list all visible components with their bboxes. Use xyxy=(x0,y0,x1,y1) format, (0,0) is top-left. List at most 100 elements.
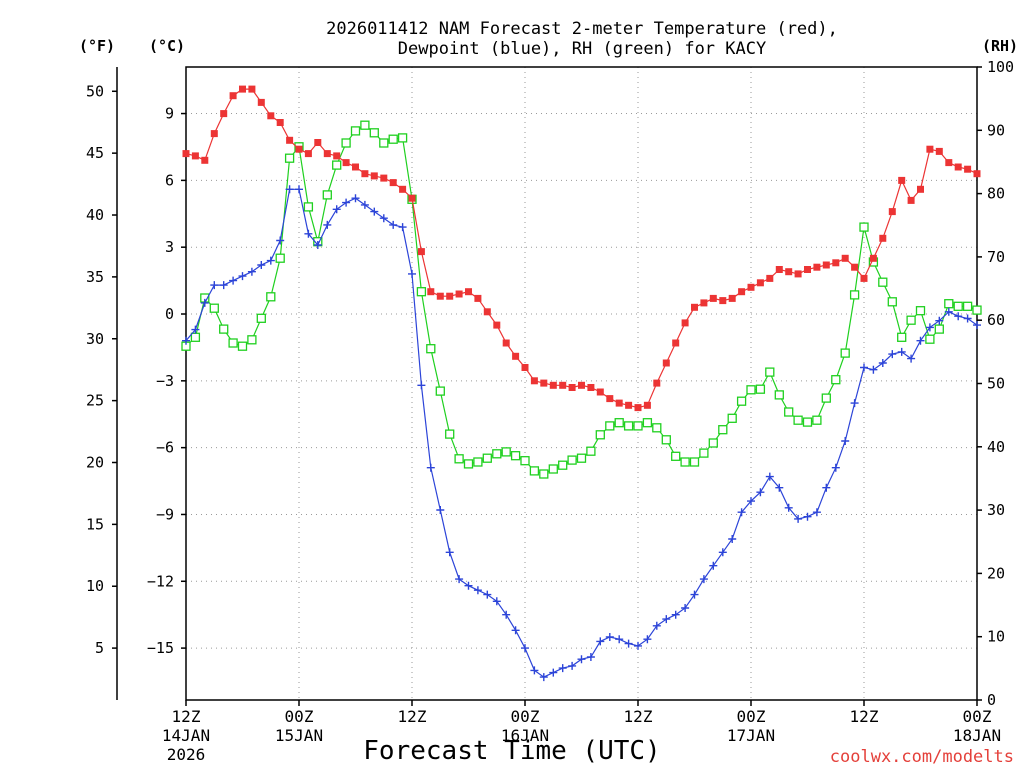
temp-c-tick-label: −6 xyxy=(156,439,174,457)
temperature-point xyxy=(323,150,331,158)
date-tick-label: 15JAN xyxy=(275,726,323,745)
dewpoint-point xyxy=(247,267,256,276)
rh-point xyxy=(341,138,351,148)
rh-point xyxy=(332,160,342,170)
rh-point xyxy=(397,133,408,143)
rh-point xyxy=(558,460,568,470)
temperature-point xyxy=(399,185,407,193)
temperature-point xyxy=(851,263,859,271)
temperature-point xyxy=(239,85,246,93)
rh-point xyxy=(219,324,229,334)
temperature-point xyxy=(530,377,538,385)
rh-point xyxy=(727,413,737,423)
temperature-point xyxy=(220,110,228,118)
temperature-point xyxy=(568,384,576,391)
temp-c-axis-unit-label: (°C) xyxy=(149,37,185,55)
dewpoint-point xyxy=(765,472,774,481)
dewpoint-point xyxy=(756,488,765,497)
rh-line xyxy=(185,124,978,475)
dewpoint-point xyxy=(276,236,285,245)
rh-point xyxy=(416,287,427,297)
temperature-point xyxy=(917,185,924,193)
temperature-point xyxy=(549,381,557,389)
dewpoint-point xyxy=(925,323,934,332)
temperature-point xyxy=(465,288,472,296)
rh-point xyxy=(821,393,831,403)
rh-point xyxy=(736,396,747,406)
temp-f-tick-label: 30 xyxy=(86,330,104,348)
rh-point xyxy=(614,418,624,428)
dewpoint-point xyxy=(812,508,821,517)
temperature-point xyxy=(945,159,953,167)
rh-point xyxy=(784,407,794,417)
dewpoint-point xyxy=(483,590,492,599)
chart-title-line-2: Dewpoint (blue), RH (green) for KACY xyxy=(398,39,766,59)
dewpoint-point xyxy=(841,437,850,445)
temperature-point xyxy=(333,152,341,160)
temperature-point xyxy=(775,266,783,273)
dewpoint-point xyxy=(492,597,501,606)
dewpoint-point xyxy=(200,298,209,307)
dewpoint-point xyxy=(897,347,906,356)
rh-point xyxy=(812,415,822,425)
rh-point xyxy=(633,421,643,431)
dewpoint-point xyxy=(304,229,313,238)
series-layer xyxy=(181,85,982,682)
temperature-point xyxy=(728,294,736,302)
rh-point xyxy=(576,453,587,463)
dewpoint-point xyxy=(558,664,567,673)
rh-tick-label: 100 xyxy=(987,58,1014,76)
temperature-point xyxy=(559,381,567,389)
x-axis-title: Forecast Time (UTC) xyxy=(363,736,660,766)
temperature-point xyxy=(709,294,717,302)
dewpoint-point xyxy=(549,668,558,677)
dewpoint-point xyxy=(605,633,614,641)
rh-point xyxy=(849,290,860,300)
temperature-point xyxy=(587,384,595,391)
credit-text: coolwx.com/modelts xyxy=(830,747,1014,767)
rh-point xyxy=(906,315,916,325)
temp-f-tick-label: 40 xyxy=(86,206,104,224)
temperature-point xyxy=(653,379,661,387)
temperature-point xyxy=(691,303,698,311)
dewpoint-point xyxy=(916,336,925,345)
dewpoint-point xyxy=(831,463,840,472)
rh-point xyxy=(793,415,803,425)
dewpoint-point xyxy=(737,508,746,517)
rh-point xyxy=(623,421,634,431)
temperature-point xyxy=(926,145,934,153)
temperature-point xyxy=(361,170,369,178)
rh-point xyxy=(510,451,521,461)
temp-f-tick-label: 20 xyxy=(86,453,104,471)
temperature-point xyxy=(964,165,972,173)
rh-point xyxy=(972,305,982,315)
temperature-point xyxy=(210,130,218,138)
temperature-point xyxy=(483,308,491,316)
temperature-point xyxy=(182,150,190,158)
rh-point xyxy=(878,277,888,287)
temperature-point xyxy=(408,194,416,202)
rh-point xyxy=(492,449,502,459)
dewpoint-point xyxy=(295,185,303,194)
rh-tick-label: 0 xyxy=(987,691,996,709)
rh-point xyxy=(746,385,756,395)
temperature-point xyxy=(380,174,388,182)
rh-point xyxy=(595,430,605,440)
rh-point xyxy=(915,306,926,316)
rh-point xyxy=(661,435,671,445)
rh-point xyxy=(962,301,973,311)
dewpoint-point xyxy=(379,214,388,223)
temperature-point xyxy=(304,150,312,158)
temperature-point xyxy=(832,259,840,267)
temperature-point xyxy=(822,261,830,269)
time-tick-label: 12Z xyxy=(398,707,427,726)
date-tick-label: 14JAN xyxy=(162,726,210,745)
dewpoint-point xyxy=(521,644,529,653)
rh-point xyxy=(482,453,492,463)
time-tick-label: 00Z xyxy=(511,707,540,726)
temperature-point xyxy=(493,321,501,329)
rh-point xyxy=(548,464,558,474)
rh-point xyxy=(369,128,379,138)
dewpoint-point xyxy=(775,483,784,492)
dewpoint-point xyxy=(794,514,803,523)
